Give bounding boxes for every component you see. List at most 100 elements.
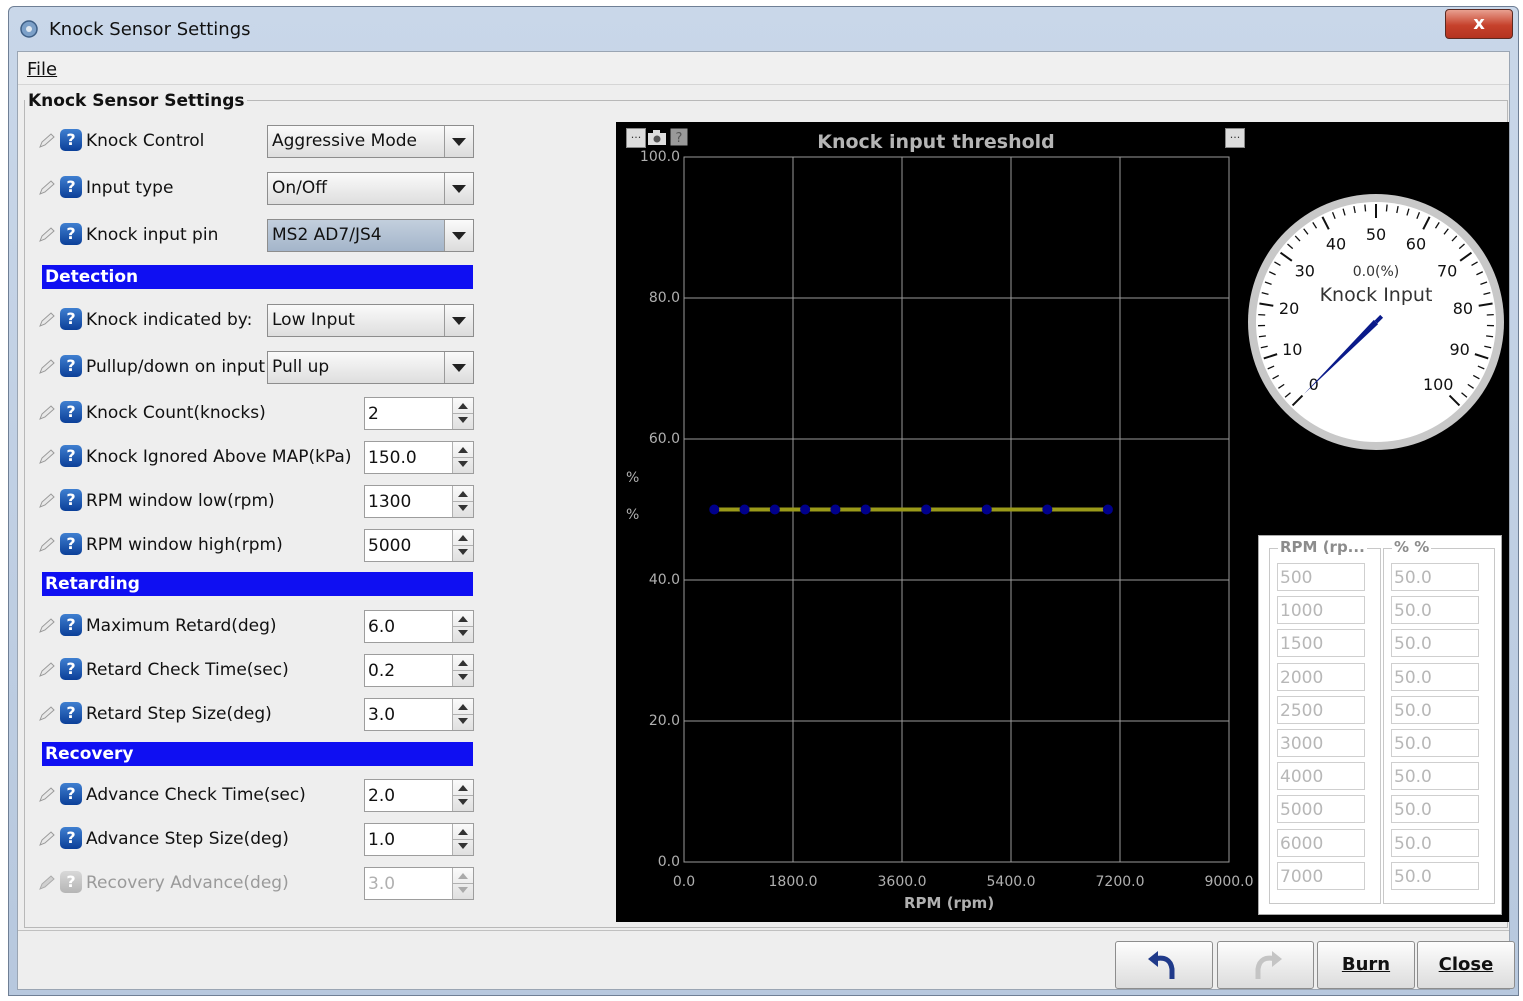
advance-step-stepper[interactable]: 1.0 (364, 823, 474, 856)
help-icon[interactable]: ? (60, 223, 82, 245)
arrow-up-icon[interactable] (458, 616, 468, 622)
burn-button[interactable]: Burn (1317, 941, 1415, 989)
stepper-buttons[interactable] (452, 824, 473, 855)
arrow-down-icon[interactable] (458, 505, 468, 511)
pct-cell[interactable]: 50.0 (1391, 563, 1479, 591)
stepper-buttons[interactable] (452, 611, 473, 642)
arrow-down-icon[interactable] (458, 718, 468, 724)
window-close-button[interactable]: x (1445, 9, 1513, 39)
pencil-icon[interactable] (38, 617, 56, 635)
pencil-icon[interactable] (38, 404, 56, 422)
pct-cell[interactable]: 50.0 (1391, 862, 1479, 890)
max-retard-stepper[interactable]: 6.0 (364, 610, 474, 643)
pct-cell[interactable]: 50.0 (1391, 696, 1479, 724)
chevron-down-icon[interactable] (444, 126, 473, 157)
chevron-down-icon[interactable] (444, 220, 473, 251)
retard-check-stepper[interactable]: 0.2 (364, 654, 474, 687)
help-icon[interactable]: ? (60, 827, 82, 849)
knock-indicated-by-select[interactable]: Low Input (267, 304, 474, 337)
rpm-cell[interactable]: 5000 (1277, 795, 1365, 823)
pencil-icon[interactable] (38, 830, 56, 848)
menu-file[interactable]: File (27, 59, 57, 80)
stepper-value[interactable]: 1300 (368, 492, 411, 512)
pct-cell[interactable]: 50.0 (1391, 795, 1479, 823)
pullup-select[interactable]: Pull up (267, 351, 474, 384)
stepper-buttons[interactable] (452, 398, 473, 429)
rpm-cell[interactable]: 2500 (1277, 696, 1365, 724)
arrow-down-icon[interactable] (458, 630, 468, 636)
arrow-down-icon[interactable] (458, 417, 468, 423)
chevron-down-icon[interactable] (444, 305, 473, 336)
rpm-cell[interactable]: 3000 (1277, 729, 1365, 757)
stepper-buttons[interactable] (452, 780, 473, 811)
stepper-value[interactable]: 1.0 (368, 830, 395, 850)
rpm-cell[interactable]: 2000 (1277, 663, 1365, 691)
help-icon[interactable]: ? (60, 658, 82, 680)
help-icon[interactable]: ? (60, 401, 82, 423)
pct-cell[interactable]: 50.0 (1391, 762, 1479, 790)
rpm-cell[interactable]: 6000 (1277, 829, 1365, 857)
stepper-buttons[interactable] (452, 442, 473, 473)
arrow-down-icon[interactable] (458, 674, 468, 680)
rpm-cell[interactable]: 500 (1277, 563, 1365, 591)
rpm-cell[interactable]: 1500 (1277, 629, 1365, 657)
help-icon[interactable]: ? (60, 176, 82, 198)
undo-button[interactable] (1115, 941, 1213, 989)
help-icon[interactable]: ? (60, 533, 82, 555)
chevron-down-icon[interactable] (444, 173, 473, 204)
arrow-up-icon[interactable] (458, 829, 468, 835)
pct-cell[interactable]: 50.0 (1391, 663, 1479, 691)
stepper-value[interactable]: 150.0 (368, 448, 417, 468)
stepper-value[interactable]: 0.2 (368, 661, 395, 681)
help-icon[interactable]: ? (60, 445, 82, 467)
pct-cell[interactable]: 50.0 (1391, 829, 1479, 857)
help-icon[interactable]: ? (60, 308, 82, 330)
rpm-high-stepper[interactable]: 5000 (364, 529, 474, 562)
close-button[interactable]: Close (1417, 941, 1515, 989)
stepper-value[interactable]: 3.0 (368, 705, 395, 725)
help-icon[interactable]: ? (60, 702, 82, 724)
knock-count-stepper[interactable]: 2 (364, 397, 474, 430)
input-type-select[interactable]: On/Off (267, 172, 474, 205)
arrow-up-icon[interactable] (458, 403, 468, 409)
pencil-icon[interactable] (38, 132, 56, 150)
pct-cell[interactable]: 50.0 (1391, 729, 1479, 757)
knock-ignored-stepper[interactable]: 150.0 (364, 441, 474, 474)
stepper-buttons[interactable] (452, 699, 473, 730)
arrow-down-icon[interactable] (458, 843, 468, 849)
arrow-up-icon[interactable] (458, 704, 468, 710)
rpm-cell[interactable]: 4000 (1277, 762, 1365, 790)
rpm-low-stepper[interactable]: 1300 (364, 485, 474, 518)
help-icon[interactable]: ? (60, 355, 82, 377)
knock-input-pin-select[interactable]: MS2 AD7/JS4 (267, 219, 474, 252)
pct-cell[interactable]: 50.0 (1391, 596, 1479, 624)
pencil-icon[interactable] (38, 226, 56, 244)
help-icon[interactable]: ? (60, 614, 82, 636)
pencil-icon[interactable] (38, 311, 56, 329)
pct-cell[interactable]: 50.0 (1391, 629, 1479, 657)
help-icon[interactable]: ? (60, 489, 82, 511)
pencil-icon[interactable] (38, 179, 56, 197)
rpm-cell[interactable]: 1000 (1277, 596, 1365, 624)
pencil-icon[interactable] (38, 358, 56, 376)
stepper-value[interactable]: 6.0 (368, 617, 395, 637)
stepper-buttons[interactable] (452, 530, 473, 561)
pencil-icon[interactable] (38, 786, 56, 804)
pencil-icon[interactable] (38, 492, 56, 510)
knock-control-select[interactable]: Aggressive Mode (267, 125, 474, 158)
arrow-down-icon[interactable] (458, 799, 468, 805)
pencil-icon[interactable] (38, 536, 56, 554)
arrow-up-icon[interactable] (458, 785, 468, 791)
stepper-value[interactable]: 2.0 (368, 786, 395, 806)
arrow-up-icon[interactable] (458, 491, 468, 497)
stepper-buttons[interactable] (452, 486, 473, 517)
stepper-buttons[interactable] (452, 655, 473, 686)
help-icon[interactable]: ? (60, 129, 82, 151)
pencil-icon[interactable] (38, 448, 56, 466)
pencil-icon[interactable] (38, 661, 56, 679)
stepper-value[interactable]: 5000 (368, 536, 411, 556)
chevron-down-icon[interactable] (444, 352, 473, 383)
arrow-down-icon[interactable] (458, 549, 468, 555)
pencil-icon[interactable] (38, 705, 56, 723)
